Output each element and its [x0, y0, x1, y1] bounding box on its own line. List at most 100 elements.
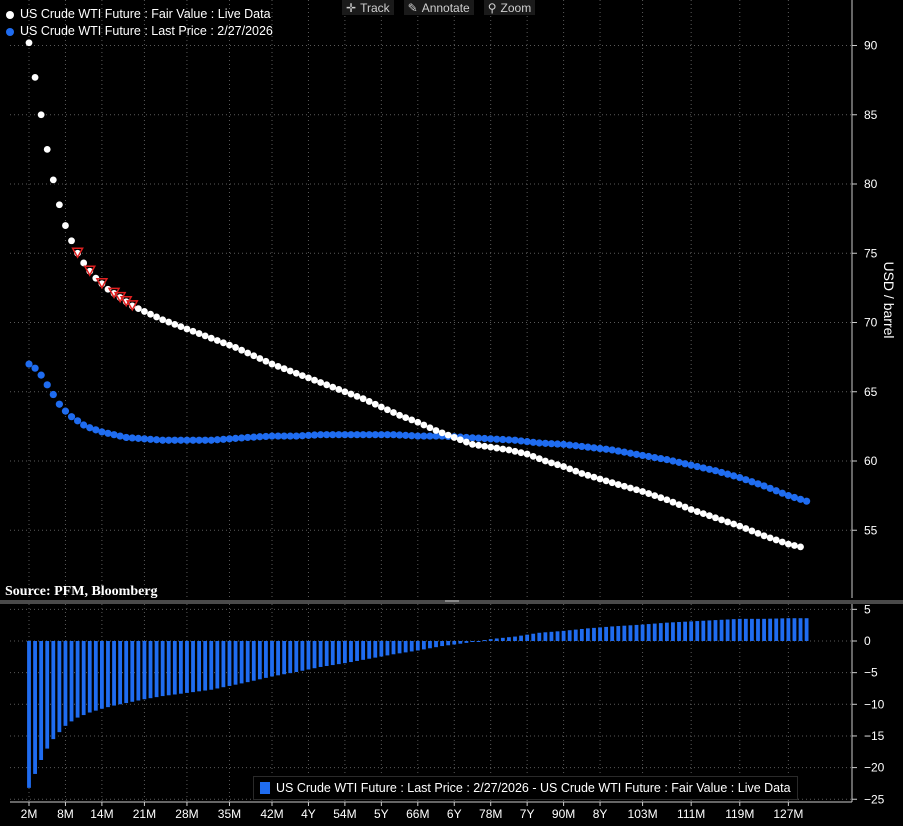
last-price-point	[645, 452, 653, 461]
fair-value-point	[620, 482, 628, 490]
spread-bar	[178, 641, 183, 694]
last-price-point	[772, 487, 780, 495]
spread-bar	[743, 618, 748, 641]
fair-value-point	[523, 450, 531, 458]
spread-bar	[118, 641, 123, 705]
spread-bar	[45, 641, 50, 749]
spread-bar	[93, 641, 98, 711]
fair-value-point	[220, 339, 227, 347]
x-tick-label: 78M	[479, 807, 502, 821]
spread-bar	[531, 633, 536, 641]
fair-value-point	[68, 237, 75, 245]
last-price-point	[49, 390, 57, 399]
last-price-point	[572, 442, 580, 450]
fair-value-point	[159, 316, 167, 324]
fair-value-point	[766, 534, 774, 542]
legend-bottom[interactable]: US Crude WTI Future : Last Price : 2/27/…	[253, 776, 798, 800]
last-price-point	[298, 432, 306, 440]
fair-value-point	[55, 201, 63, 209]
legend-item-last-price[interactable]: US Crude WTI Future : Last Price : 2/27/…	[6, 23, 273, 40]
last-price-point	[760, 482, 768, 490]
pencil-icon: ✎	[407, 0, 418, 15]
spread-bar	[397, 641, 402, 654]
y-tick-label-lower: −25	[864, 792, 885, 806]
last-price-point	[55, 400, 63, 408]
legend-item-fair-value[interactable]: US Crude WTI Future : Fair Value : Live …	[6, 6, 273, 23]
last-price-point	[286, 432, 294, 440]
fair-value-point	[195, 330, 203, 337]
last-price-point	[669, 457, 677, 465]
spread-bar	[458, 641, 463, 644]
spread-bar	[507, 637, 511, 641]
fair-value-point	[535, 455, 543, 463]
y-tick-label: 70	[864, 316, 878, 330]
x-tick-label: 42M	[260, 807, 283, 821]
spread-bar	[549, 631, 554, 641]
spread-bar	[519, 635, 523, 641]
fair-value-point	[499, 445, 507, 453]
fair-value-point	[633, 486, 640, 494]
last-price-point	[165, 436, 173, 444]
spread-bar	[677, 622, 681, 641]
fair-value-point	[699, 510, 707, 518]
spread-bar	[513, 636, 517, 641]
last-price-point	[341, 431, 349, 439]
highlight-marker	[95, 277, 109, 290]
last-price-point	[414, 432, 422, 440]
spread-bar	[185, 641, 189, 693]
track-button[interactable]: ✛ Track	[342, 0, 394, 15]
last-price-point	[389, 431, 398, 439]
fair-value-point	[238, 346, 246, 354]
spread-bar	[768, 618, 773, 641]
fair-value-point	[171, 320, 179, 328]
last-price-point	[213, 436, 221, 444]
spread-bar	[598, 627, 602, 641]
fair-value-point	[141, 308, 148, 315]
last-price-point	[317, 431, 325, 439]
last-price-point	[535, 439, 543, 447]
fair-value-point	[189, 327, 197, 335]
fair-value-point	[201, 332, 209, 340]
spread-bar	[604, 626, 609, 641]
fair-value-point	[748, 527, 756, 535]
last-price-point	[159, 436, 167, 444]
last-price-point	[262, 432, 270, 441]
last-price-point	[511, 436, 519, 444]
spread-bar	[561, 630, 566, 641]
fair-value-point	[353, 392, 361, 400]
spread-bar	[719, 619, 724, 641]
spread-bar	[464, 641, 469, 643]
spread-bar	[57, 641, 62, 733]
zoom-button[interactable]: ⚲ Zoom	[483, 0, 536, 15]
y-tick-label-lower: −20	[864, 761, 885, 775]
last-price-point	[481, 434, 489, 443]
last-price-point	[632, 450, 641, 458]
fair-value-point	[681, 503, 689, 511]
spread-bar	[270, 641, 274, 677]
annotate-button[interactable]: ✎ Annotate	[403, 0, 474, 15]
fair-value-point	[292, 369, 300, 377]
spread-bar	[373, 641, 378, 658]
last-price-point	[523, 438, 531, 446]
last-price-point	[353, 431, 361, 439]
last-price-point	[517, 437, 525, 445]
spread-bar	[154, 641, 159, 698]
spread-bar	[695, 621, 700, 641]
spread-bar	[355, 641, 359, 661]
spread-bar	[75, 641, 80, 718]
fair-value-point	[43, 145, 51, 153]
last-price-point	[754, 480, 762, 488]
fair-value-point	[402, 414, 410, 422]
fair-value-point	[645, 490, 653, 497]
spread-bar	[300, 641, 305, 671]
fair-value-point	[596, 475, 604, 483]
crosshair-icon: ✛	[346, 0, 357, 15]
last-price-point	[499, 435, 507, 444]
spread-bar	[227, 641, 232, 686]
fair-value-point	[572, 467, 580, 475]
last-price-point	[736, 474, 744, 482]
spread-bar	[69, 641, 74, 722]
last-price-point	[408, 432, 416, 440]
